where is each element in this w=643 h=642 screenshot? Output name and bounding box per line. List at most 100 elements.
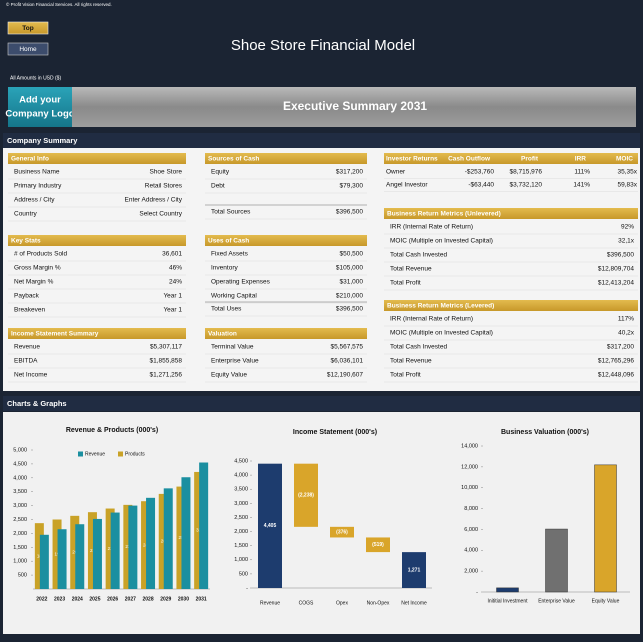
y-tick-label: 3,500 — [13, 489, 27, 495]
bar — [176, 486, 186, 589]
row-label: Total Sources — [211, 209, 251, 216]
row-label: EBITDA — [14, 358, 38, 365]
bar — [594, 464, 617, 593]
row-label: IRR (Internal Rate of Return) — [390, 316, 473, 323]
bar — [75, 524, 85, 589]
row-label: Total Cash Invested — [390, 344, 447, 351]
row-value: $317,200 — [336, 169, 363, 176]
bar — [57, 529, 67, 589]
home-button-label[interactable]: Home — [19, 46, 37, 53]
row-value: $12,190,607 — [327, 372, 364, 379]
section-header — [205, 328, 367, 339]
row-value: $317,200 — [607, 344, 634, 351]
y-tick-label: 3,000 — [13, 503, 27, 509]
x-tick-label: 2031 — [196, 596, 207, 602]
data-label: 23 — [125, 544, 131, 549]
data-label: 24 — [143, 542, 149, 547]
cell-value: -$253,760 — [465, 169, 495, 176]
row-value: $396,500 — [336, 209, 363, 216]
cell-value: -$63,440 — [468, 182, 494, 189]
row-value: 24% — [169, 279, 182, 286]
row-value: 117% — [618, 316, 634, 323]
y-tick-label: 14,000 — [461, 443, 478, 449]
logo-box — [8, 87, 72, 127]
row-value: Year 1 — [163, 293, 182, 300]
bar — [545, 528, 568, 593]
row-label: Equity — [211, 169, 230, 176]
y-tick-label: 2,500 — [13, 517, 27, 523]
data-label: 22 — [108, 546, 114, 551]
row-value: $31,000 — [340, 279, 364, 286]
cell-value: 35,35x — [617, 169, 637, 176]
y-tick-label: 500 — [18, 573, 27, 579]
column-header: Investor Returns — [386, 156, 438, 163]
column-header: Cash Outflow — [448, 156, 491, 163]
bar — [123, 504, 133, 589]
cell-value: 111% — [574, 169, 590, 176]
summary-banner — [72, 87, 636, 127]
x-tick-label: 2028 — [142, 596, 153, 602]
bar — [294, 463, 318, 527]
x-tick-label: Equity Value — [592, 598, 620, 604]
y-tick-label: 2,000 — [234, 529, 248, 535]
bar — [163, 488, 173, 589]
section-header — [205, 235, 367, 246]
row-label: Debt — [211, 183, 225, 190]
row-value: $210,000 — [336, 293, 363, 300]
x-tick-label: 2025 — [89, 596, 100, 602]
x-tick-label: 2023 — [54, 596, 65, 602]
logo-text: Add your — [19, 95, 61, 106]
top-button-label[interactable]: Top — [22, 25, 33, 32]
row-value: 40,2x — [618, 330, 635, 337]
y-tick-label: 4,000 — [464, 548, 478, 554]
row-label: MOIC (Multiple on Invested Capital) — [390, 330, 493, 337]
row-label: Enterprise Value — [211, 358, 259, 365]
row-label: Gross Margin % — [14, 265, 61, 272]
row-label: Net Income — [14, 372, 48, 379]
bar — [110, 512, 120, 589]
y-tick-label: - — [476, 589, 478, 595]
x-tick-label: 2030 — [178, 596, 189, 602]
bar — [366, 537, 390, 553]
row-value: $396,500 — [336, 306, 363, 313]
y-tick-label: 2,000 — [13, 531, 27, 537]
x-tick-label: Opex — [336, 600, 348, 606]
column-header: MOIC — [616, 156, 633, 163]
section-title: Valuation — [208, 331, 237, 338]
bar — [87, 512, 97, 589]
data-label: 32 — [196, 528, 202, 533]
section-header — [384, 300, 638, 311]
row-label: Country — [14, 211, 38, 218]
bar — [141, 501, 151, 589]
row-label: Equity Value — [211, 372, 247, 379]
row-value: 36,601 — [162, 251, 182, 258]
section-title: Business Return Metrics (Unlevered) — [387, 211, 501, 218]
y-tick-label: 2,000 — [464, 569, 478, 575]
section-title: Sources of Cash — [208, 156, 259, 163]
bar — [128, 505, 138, 589]
row-value: $1,271,256 — [149, 372, 182, 379]
y-tick-label: 3,000 — [234, 501, 248, 507]
y-tick-label: 500 — [239, 571, 248, 577]
legend-swatch — [78, 451, 83, 457]
x-tick-label: Revenue — [260, 600, 280, 606]
row-label: Business Name — [14, 169, 60, 176]
y-tick-label: 1,000 — [234, 557, 248, 563]
legend-swatch — [118, 451, 123, 457]
section-header — [8, 153, 186, 164]
row-label: Breakeven — [14, 307, 45, 314]
bar — [39, 534, 49, 589]
top-button[interactable] — [7, 21, 49, 35]
y-tick-label: 12,000 — [461, 464, 478, 470]
row-label: Terminal Value — [211, 344, 254, 351]
chart-title: Business Valuation (000's) — [501, 429, 589, 436]
row-label: MOIC (Multiple on Invested Capital) — [390, 238, 493, 245]
bar — [146, 497, 156, 589]
home-button[interactable] — [7, 42, 49, 56]
cell-value: 141% — [573, 182, 590, 189]
x-tick-label: 2029 — [160, 596, 171, 602]
y-tick-label: 4,500 — [234, 458, 248, 464]
bar — [52, 519, 62, 589]
x-tick-label: Net Income — [401, 600, 427, 606]
